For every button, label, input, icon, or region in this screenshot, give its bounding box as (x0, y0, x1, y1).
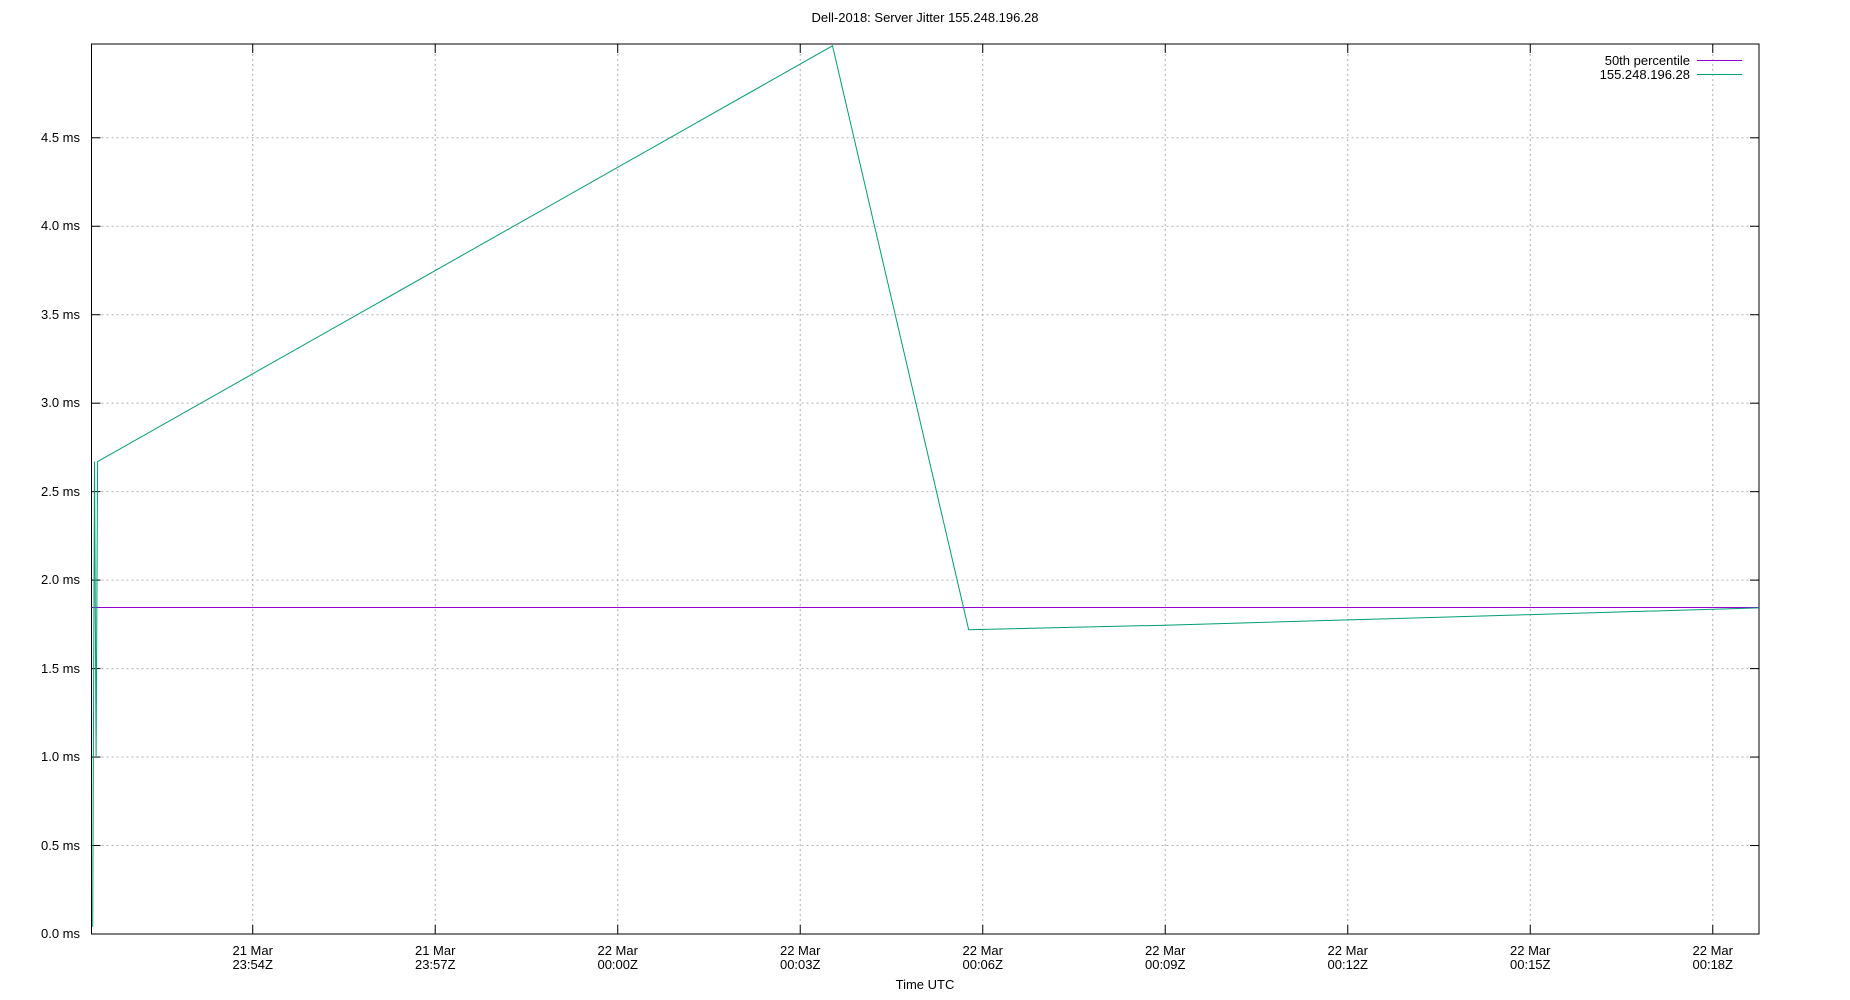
y-tick-label: 1.5 ms (40, 660, 80, 676)
x-tick-label: 22 Mar 00:15Z (1460, 944, 1600, 972)
y-tick-label: 0.0 ms (40, 926, 80, 941)
x-tick-time: 00:03Z (779, 957, 821, 972)
x-tick-date: 22 Mar (1327, 943, 1368, 958)
x-tick-date: 22 Mar (597, 943, 638, 958)
y-tick-label: 3.0 ms (40, 395, 80, 411)
y-tick-label: 1.0 ms (40, 749, 80, 765)
x-tick-label: 22 Mar 00:03Z (730, 944, 870, 972)
plot-border (91, 43, 1760, 935)
y-tick-label: 4.0 ms (40, 218, 80, 234)
x-tick-time: 00:06Z (962, 957, 1003, 972)
x-tick-label: 21 Mar 23:57Z (365, 944, 505, 972)
legend-line-sample (1697, 73, 1742, 75)
legend-label: 50th percentile (1604, 53, 1690, 68)
x-tick-time: 00:15Z (1510, 957, 1551, 972)
x-tick-label: 21 Mar 23:54Z (183, 944, 323, 972)
x-tick-label: 22 Mar 00:09Z (1095, 944, 1235, 972)
y-tick-label: 2.5 ms (40, 483, 80, 499)
x-tick-date: 22 Mar (779, 943, 821, 958)
legend-label: 155.248.196.28 (1599, 66, 1690, 82)
x-tick-time: 00:12Z (1327, 957, 1368, 972)
x-tick-time: 00:09Z (1144, 957, 1186, 972)
x-tick-time: 23:57Z (414, 957, 456, 972)
x-tick-label: 22 Mar 00:06Z (913, 944, 1053, 972)
y-tick-label: 0.5 ms (40, 837, 80, 853)
x-tick-time: 00:00Z (597, 957, 638, 972)
series-line-1 (92, 45, 1760, 927)
x-tick-time: 23:54Z (232, 957, 273, 972)
x-tick-label: 22 Mar 00:18Z (1643, 944, 1783, 972)
x-tick-date: 22 Mar (962, 943, 1003, 958)
x-tick-label: 22 Mar 00:00Z (548, 944, 688, 972)
chart-title: Dell-2018: Server Jitter 155.248.196.28 (811, 10, 1039, 25)
x-axis-title: Time UTC (895, 977, 955, 992)
legend-line-sample (1697, 60, 1742, 61)
x-tick-date: 22 Mar (1692, 943, 1733, 958)
x-tick-date: 21 Mar (232, 943, 273, 958)
x-tick-date: 21 Mar (414, 943, 456, 958)
x-tick-time: 00:18Z (1692, 957, 1733, 972)
y-tick-label: 4.5 ms (40, 129, 80, 145)
x-tick-date: 22 Mar (1510, 943, 1551, 958)
y-tick-label: 3.5 ms (40, 306, 80, 322)
x-tick-date: 22 Mar (1145, 943, 1186, 958)
x-tick-label: 22 Mar 00:12Z (1278, 944, 1418, 972)
y-tick-label: 2.0 ms (40, 572, 80, 588)
